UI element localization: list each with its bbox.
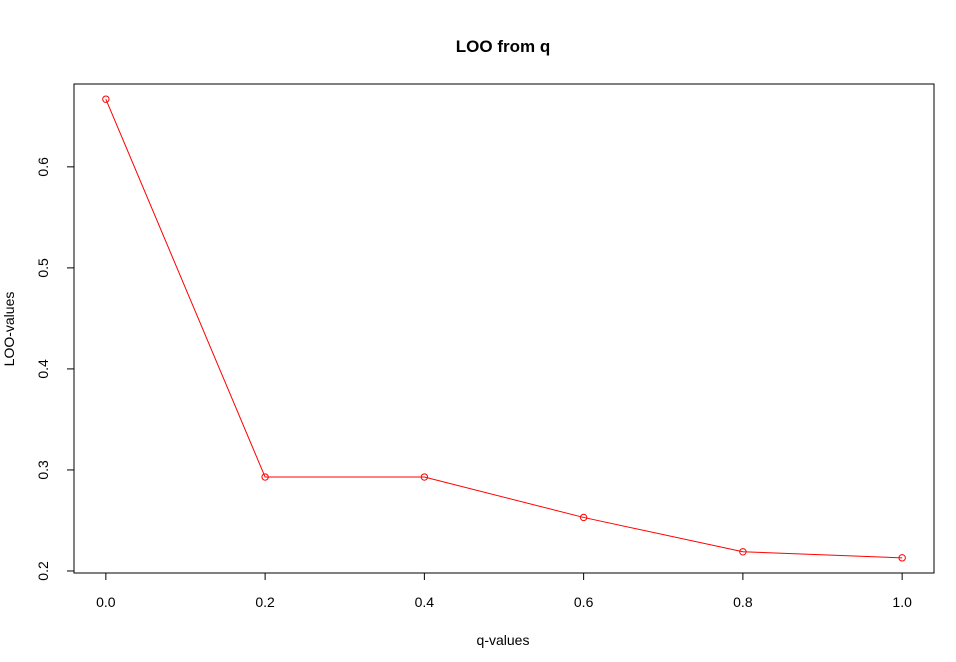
y-tick-label: 0.4 — [35, 359, 51, 379]
data-point-marker — [261, 473, 269, 481]
y-tick-label: 0.5 — [35, 258, 51, 278]
y-axis-label: LOO-values — [1, 292, 17, 367]
x-tick-label: 0.4 — [415, 594, 435, 610]
data-point-marker — [898, 554, 906, 562]
data-point-marker — [739, 548, 747, 556]
series-layer — [102, 95, 906, 562]
chart-title: LOO from q — [456, 37, 550, 56]
x-axis: 0.0 0.2 0.4 0.6 0.8 1.0 — [96, 572, 912, 610]
y-tick-label: 0.3 — [35, 460, 51, 480]
x-axis-label: q-values — [477, 632, 530, 648]
y-tick-label: 0.2 — [35, 561, 51, 581]
data-point-marker — [102, 95, 110, 103]
data-point-marker — [579, 513, 588, 522]
x-tick-label: 0.2 — [255, 594, 275, 610]
data-point-marker — [420, 473, 429, 481]
y-tick-label: 0.6 — [35, 157, 51, 177]
series-line — [105, 98, 903, 559]
x-tick-label: 1.0 — [892, 594, 912, 610]
x-tick-label: 0.6 — [574, 594, 594, 610]
x-tick-label: 0.8 — [733, 594, 753, 610]
x-tick-label: 0.0 — [96, 594, 116, 610]
y-axis: 0.2 0.3 0.4 0.5 0.6 — [35, 157, 75, 581]
